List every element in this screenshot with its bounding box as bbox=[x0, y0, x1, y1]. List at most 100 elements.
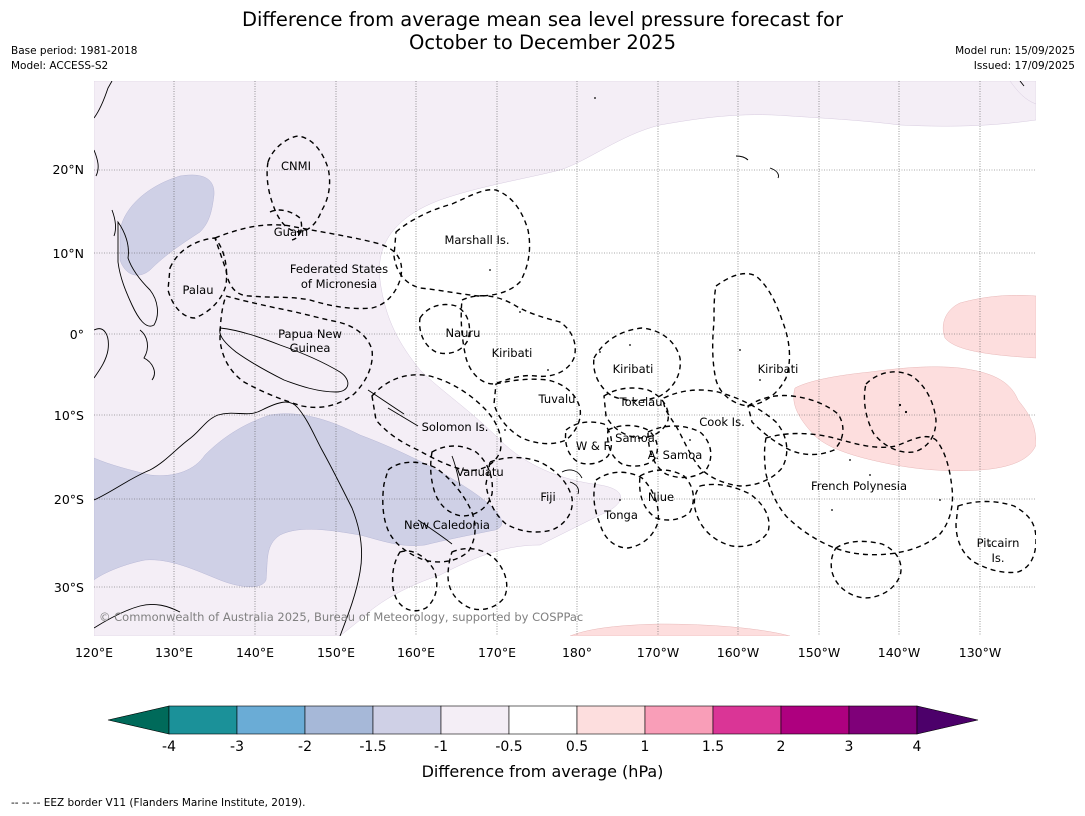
colorbar-tick-label: -4 bbox=[162, 739, 176, 755]
lon-label-150e: 150°E bbox=[317, 645, 355, 660]
eez-cook-south bbox=[693, 483, 770, 548]
chart-title: Difference from average mean sea level p… bbox=[0, 8, 1085, 54]
colorbar-tick-label: 1.5 bbox=[702, 739, 724, 755]
meta-right: Model run: 15/09/2025 Issued: 17/09/2025 bbox=[955, 44, 1075, 74]
eez-am-samoa bbox=[647, 425, 712, 479]
colorbar-segment bbox=[780, 705, 850, 735]
lon-label-150w: 150°W bbox=[798, 645, 840, 660]
eez-kiribati-east bbox=[711, 272, 791, 407]
lon-label-140w: 140°W bbox=[878, 645, 920, 660]
colorbar-tick-label: -3 bbox=[230, 739, 244, 755]
lon-label-120e: 120°E bbox=[75, 645, 113, 660]
eez-nc-south bbox=[391, 550, 438, 612]
coast-solomons bbox=[367, 389, 419, 427]
coast-borneo bbox=[94, 328, 109, 379]
label-tuvalu: Tuvalu bbox=[538, 392, 576, 406]
lon-label-160w: 160°W bbox=[717, 645, 759, 660]
region-labels: CNMI Guam Federated States of Micronesia… bbox=[183, 159, 1020, 565]
eez-pitcairn bbox=[955, 500, 1036, 574]
coast-philippines bbox=[117, 220, 158, 327]
lat-label-30s: 30°S bbox=[54, 580, 84, 595]
label-tonga: Tonga bbox=[603, 508, 638, 522]
coast-japan bbox=[1019, 81, 1025, 87]
eez-borders bbox=[167, 135, 1036, 612]
eez-vanuatu bbox=[429, 445, 494, 517]
small-islands bbox=[489, 97, 991, 546]
anomaly-region-pink-right bbox=[942, 295, 1036, 359]
coast-fiji bbox=[561, 469, 583, 495]
colorbar-segment bbox=[508, 705, 578, 735]
latitude-labels: 20°N 10°N 0° 10°S 20°S 30°S bbox=[52, 162, 84, 595]
lon-label-170e: 170°E bbox=[478, 645, 516, 660]
eez-line-islands bbox=[747, 394, 844, 456]
eez-palau bbox=[167, 237, 228, 319]
label-palau: Palau bbox=[183, 283, 214, 297]
eez-tuvalu bbox=[493, 378, 582, 445]
eez-norfolk bbox=[447, 547, 508, 611]
colorbar-segment bbox=[236, 705, 306, 735]
eez-fp-south bbox=[830, 540, 902, 599]
label-pitcairn-1: Pitcairn bbox=[977, 536, 1020, 550]
eez-wf bbox=[564, 421, 613, 465]
coast-sulawesi bbox=[139, 329, 155, 381]
colorbar-under-arrow bbox=[107, 705, 170, 735]
eez-french-polynesia bbox=[763, 432, 954, 556]
colorbar-segment bbox=[440, 705, 510, 735]
issued-text: Issued: 17/09/2025 bbox=[973, 60, 1075, 72]
eez-fiji bbox=[485, 456, 573, 533]
lat-label-10s: 10°S bbox=[54, 408, 84, 423]
label-cook: Cook Is. bbox=[699, 415, 744, 429]
colorbar-over-arrow bbox=[916, 705, 979, 735]
coast-hawaii bbox=[735, 155, 779, 179]
lat-label-20n: 20°N bbox=[52, 162, 84, 177]
label-png-1: Papua New bbox=[278, 327, 342, 341]
label-marshall: Marshall Is. bbox=[444, 233, 509, 247]
coast-australia-south bbox=[94, 603, 181, 629]
model-run-text: Model run: 15/09/2025 bbox=[955, 45, 1075, 57]
label-tokelau: Tokelau bbox=[619, 395, 663, 409]
colorbar-tick-label: 4 bbox=[913, 739, 922, 755]
label-wf: W & F bbox=[576, 439, 610, 453]
colorbar-tick-label: -1 bbox=[434, 739, 448, 755]
longitude-labels: 120°E 130°E 140°E 150°E 160°E 170°E 180°… bbox=[75, 645, 1001, 660]
lon-label-140e: 140°E bbox=[236, 645, 274, 660]
coast-taiwan bbox=[111, 209, 116, 237]
model-text: Model: ACCESS-S2 bbox=[11, 60, 109, 72]
eez-png bbox=[219, 295, 373, 409]
label-vanuatu: Vanuatu bbox=[456, 465, 503, 479]
label-fsm-2: of Micronesia bbox=[301, 277, 377, 291]
lat-label-10n: 10°N bbox=[52, 246, 84, 261]
colorbar-segment bbox=[304, 705, 374, 735]
colorbar-tick-label: -0.5 bbox=[495, 739, 522, 755]
eez-cook bbox=[662, 389, 788, 487]
lon-label-170w: 170°W bbox=[637, 645, 679, 660]
label-samoa: Samoa bbox=[615, 431, 655, 445]
anomaly-region-lavender-philippines bbox=[119, 174, 215, 276]
colorbar-segment bbox=[576, 705, 646, 735]
lat-label-0: 0° bbox=[70, 327, 84, 342]
lon-label-160e: 160°E bbox=[397, 645, 435, 660]
lon-label-130e: 130°E bbox=[155, 645, 193, 660]
eez-nauru bbox=[418, 303, 471, 355]
eez-cnmi bbox=[266, 135, 331, 233]
label-nauru: Nauru bbox=[446, 326, 481, 340]
colorbar-segment bbox=[644, 705, 714, 735]
label-guam: Guam bbox=[274, 225, 308, 239]
label-amsamoa: A. Samoa bbox=[648, 448, 703, 462]
label-kiribati-w: Kiribati bbox=[492, 346, 533, 360]
lat-label-20s: 20°S bbox=[54, 492, 84, 507]
label-png-2: Guinea bbox=[290, 341, 331, 355]
colorbar-tick-label: 3 bbox=[845, 739, 854, 755]
coast-new-caledonia bbox=[417, 519, 453, 545]
colorbar-segment bbox=[848, 705, 918, 735]
colorbar-tick-label: -2 bbox=[298, 739, 312, 755]
coast-new-guinea bbox=[219, 327, 349, 393]
colorbar: -4 -3 -2 -1.5 -1 -0.5 0.5 1 1.5 2 3 4 bbox=[107, 705, 979, 755]
label-pitcairn-2: Is. bbox=[991, 551, 1004, 565]
coast-asia bbox=[94, 81, 113, 177]
eez-tokelau bbox=[603, 387, 669, 439]
coast-vanuatu bbox=[451, 455, 461, 487]
label-frpoly: French Polynesia bbox=[811, 479, 907, 493]
eez-niue bbox=[638, 469, 695, 521]
coast-australia bbox=[94, 401, 362, 636]
